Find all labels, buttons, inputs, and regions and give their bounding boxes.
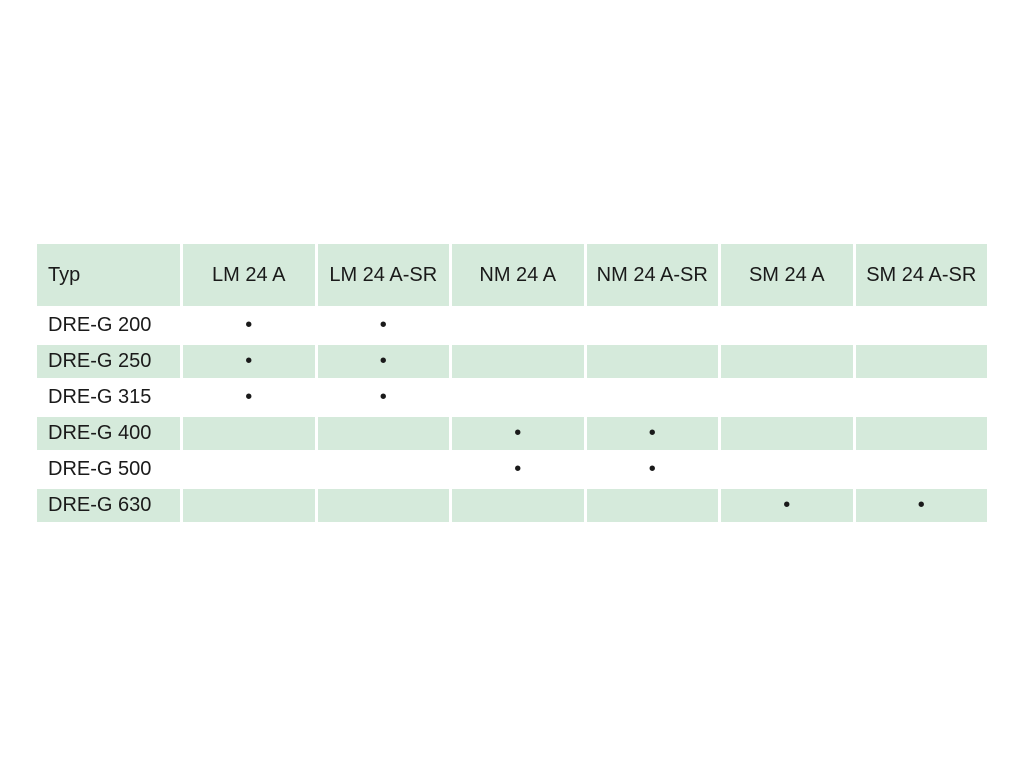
mark-cell: • xyxy=(183,345,315,378)
table-row: DRE-G 315 • • xyxy=(37,381,987,414)
empty-cell xyxy=(721,345,853,378)
empty-cell xyxy=(587,309,719,342)
empty-cell xyxy=(183,453,315,486)
empty-cell xyxy=(721,309,853,342)
empty-cell xyxy=(452,381,584,414)
empty-cell xyxy=(856,309,988,342)
header-cell: LM 24 A-SR xyxy=(317,244,449,306)
mark-cell: • xyxy=(245,314,253,336)
row-label: DRE-G 200 xyxy=(48,314,152,336)
mark-cell: • xyxy=(514,458,522,480)
table-row: DRE-G 200 • • xyxy=(37,309,987,342)
header-cell: LM 24 A xyxy=(183,244,315,306)
mark-cell: • xyxy=(721,489,853,522)
mark-cell: • xyxy=(245,386,253,408)
empty-cell xyxy=(721,417,853,450)
mark-cell: • xyxy=(452,417,584,450)
table-row: DRE-G 250 • • xyxy=(37,345,987,378)
mark-cell: • xyxy=(317,345,449,378)
empty-cell xyxy=(856,453,988,486)
empty-cell xyxy=(317,489,449,522)
header-row: Typ LM 24 A LM 24 A-SR NM 24 A NM 24 A-SR SM … xyxy=(37,244,987,306)
row-label: DRE-G 315 xyxy=(48,386,152,408)
empty-cell xyxy=(318,453,450,486)
compatibility-table: Typ LM 24 A LM 24 A-SR NM 24 A NM 24 A-SR SM … xyxy=(34,241,990,525)
empty-cell xyxy=(587,381,719,414)
empty-cell xyxy=(855,417,987,450)
row-label: DRE-G 400 xyxy=(37,417,180,450)
header-label: Typ xyxy=(37,244,180,306)
table-row: DRE-G 400 • • xyxy=(37,417,987,450)
empty-cell xyxy=(452,345,584,378)
header-cell: NM 24 A xyxy=(452,244,584,306)
empty-cell xyxy=(452,309,584,342)
row-label: DRE-G 250 xyxy=(37,345,180,378)
mark-cell: • xyxy=(379,386,387,408)
empty-cell xyxy=(317,417,449,450)
empty-cell xyxy=(855,345,987,378)
row-label: DRE-G 630 xyxy=(37,489,180,522)
mark-cell: • xyxy=(379,314,387,336)
empty-cell xyxy=(183,489,315,522)
table-row: DRE-G 630 • • xyxy=(37,489,987,522)
mark-cell: • xyxy=(855,489,987,522)
empty-cell xyxy=(721,453,853,486)
header-cell: SM 24 A xyxy=(721,244,853,306)
table-row: DRE-G 500 • • xyxy=(37,453,987,486)
row-label: DRE-G 500 xyxy=(48,458,152,480)
empty-cell xyxy=(856,381,988,414)
empty-cell xyxy=(586,489,718,522)
empty-cell xyxy=(586,345,718,378)
empty-cell xyxy=(721,381,853,414)
mark-cell: • xyxy=(586,417,718,450)
empty-cell xyxy=(452,489,584,522)
header-cell: SM 24 A-SR xyxy=(855,244,987,306)
header-cell: NM 24 A-SR xyxy=(586,244,718,306)
mark-cell: • xyxy=(648,458,656,480)
empty-cell xyxy=(183,417,315,450)
